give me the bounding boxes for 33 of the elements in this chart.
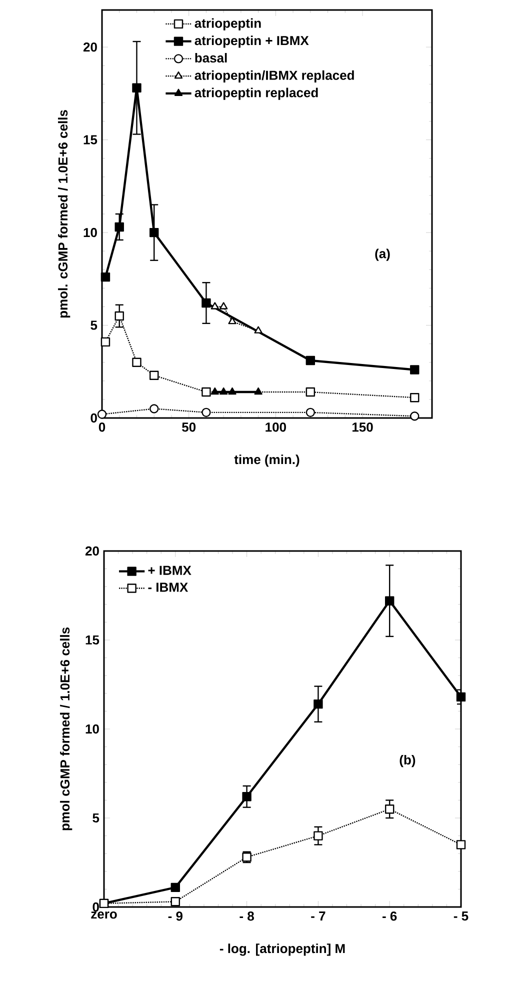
y-tick-label: 10: [86, 724, 99, 734]
annotation: (a): [375, 248, 390, 261]
x-tick-label: 150: [352, 422, 373, 432]
x-tick-label: 100: [266, 422, 286, 432]
annotation: (b): [400, 754, 416, 768]
y-tick-label: 20: [83, 42, 97, 52]
x-tick-label: 50: [182, 422, 196, 432]
y-tick-label: 15: [84, 135, 98, 144]
legend-label: atriopeptin/IBMX replaced: [194, 70, 354, 82]
x-axis-title: time (min.): [234, 454, 300, 467]
x-tick-label: - 9: [168, 912, 182, 921]
x-tick-label: zero: [91, 912, 117, 919]
y-axis-title: pmol cGMP formed / 1.0E+6 cells: [60, 627, 72, 830]
legend-label: atriopeptin + IBMX: [194, 36, 309, 48]
x-tick-label: - 5: [454, 912, 468, 921]
x-tick-label: - 8: [240, 912, 254, 921]
x-tick-label: - 7: [311, 912, 326, 920]
y-tick-label: 10: [84, 228, 97, 238]
legend-label: + IBMX: [148, 566, 192, 575]
x-axis-title: - log. [atriopeptin] M: [220, 944, 345, 956]
y-axis-title: pmol. cGMP formed / 1.0E+6 cells: [58, 110, 70, 318]
y-tick-label: 5: [92, 813, 100, 823]
y-tick-label: 5: [90, 320, 98, 330]
y-tick-label: 0: [92, 902, 99, 912]
x-tick-label: - 6: [382, 912, 397, 921]
y-tick-label: 0: [90, 413, 97, 423]
legend-label: atriopeptin: [194, 18, 261, 30]
legend-label: basal: [195, 53, 227, 63]
y-tick-label: 20: [85, 546, 99, 556]
y-tick-label: 15: [86, 635, 100, 645]
x-tick-label: 0: [98, 422, 106, 432]
legend-label: - IBMX: [148, 582, 188, 592]
legend-label: atriopeptin replaced: [194, 88, 318, 100]
